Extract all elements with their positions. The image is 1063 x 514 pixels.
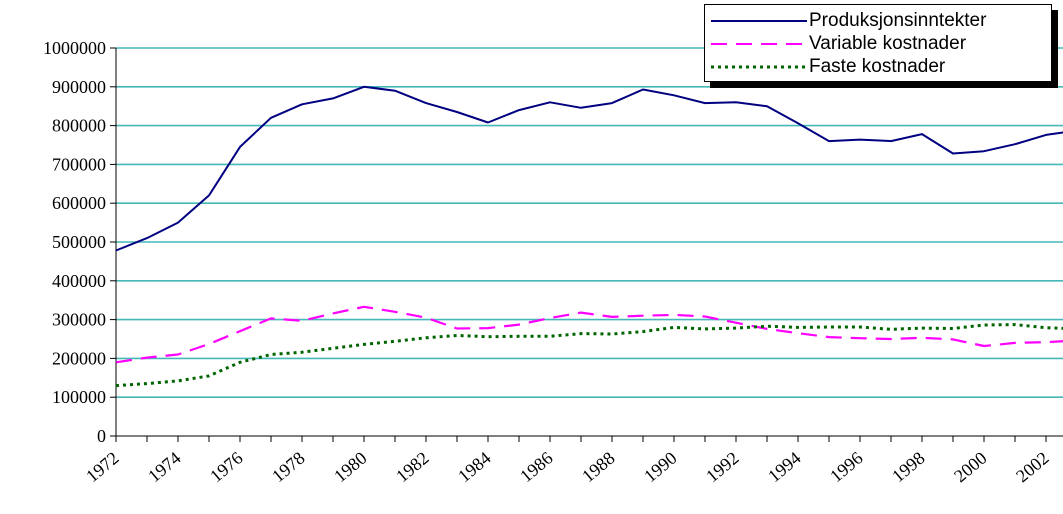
x-tick-label: 1992 — [702, 448, 742, 486]
y-tick-label: 300000 — [52, 310, 106, 330]
series-line-produksjonsinntekter — [115, 85, 1063, 252]
y-tick-label: 400000 — [52, 271, 106, 291]
y-tick-label: 0 — [97, 426, 106, 446]
legend-label: Produksjonsinntekter — [809, 10, 987, 31]
x-tick-label: 1972 — [82, 448, 122, 486]
x-tick-label: 1984 — [454, 448, 494, 486]
series-line-variable-kostnader — [115, 305, 1063, 364]
x-tick-label: 1978 — [268, 448, 308, 486]
series-line-faste-kostnader — [115, 323, 1063, 388]
legend: Produksjonsinntekter Variable kostnader … — [704, 4, 1052, 82]
y-tick-label: 200000 — [52, 348, 106, 368]
x-tick-label: 1974 — [144, 448, 184, 486]
x-tick-label: 1988 — [578, 448, 618, 486]
legend-item-faste-kostnader: Faste kostnader — [705, 55, 1051, 79]
legend-label: Faste kostnader — [809, 56, 946, 77]
y-tick-label: 100000 — [52, 387, 106, 407]
y-tick-label: 600000 — [52, 193, 106, 213]
legend-label: Variable kostnader — [809, 33, 967, 54]
x-tick-label: 2002 — [1012, 448, 1052, 486]
y-tick-labels: 0 100000 200000 300000 400000 500000 600000 700… — [43, 38, 106, 446]
y-tick-label: 1000000 — [43, 38, 106, 58]
x-tick-label: 1982 — [392, 448, 432, 486]
x-tick-labels: 1972 1974 1976 1978 1980 1982 1984 1986 1988 1990… — [82, 448, 1052, 486]
gridlines — [116, 47, 1063, 399]
x-tick-label: 1990 — [640, 448, 680, 486]
x-tick-label: 1998 — [888, 448, 928, 486]
x-tick-label: 1980 — [330, 448, 370, 486]
y-tick-label: 500000 — [52, 232, 106, 252]
legend-item-produksjonsinntekter: Produksjonsinntekter — [705, 9, 1051, 33]
x-tick-label: 1994 — [764, 448, 804, 486]
y-tick-label: 800000 — [52, 116, 106, 136]
y-tick-label: 900000 — [52, 77, 106, 97]
y-tick-label: 700000 — [52, 154, 106, 174]
x-tick-label: 2000 — [950, 448, 990, 486]
series-lines — [115, 85, 1063, 388]
x-tick-label: 1996 — [826, 448, 866, 486]
legend-item-variable-kostnader: Variable kostnader — [705, 32, 1051, 56]
x-tick-label: 1976 — [206, 448, 246, 486]
axes — [110, 47, 1063, 442]
x-tick-label: 1986 — [516, 448, 556, 486]
